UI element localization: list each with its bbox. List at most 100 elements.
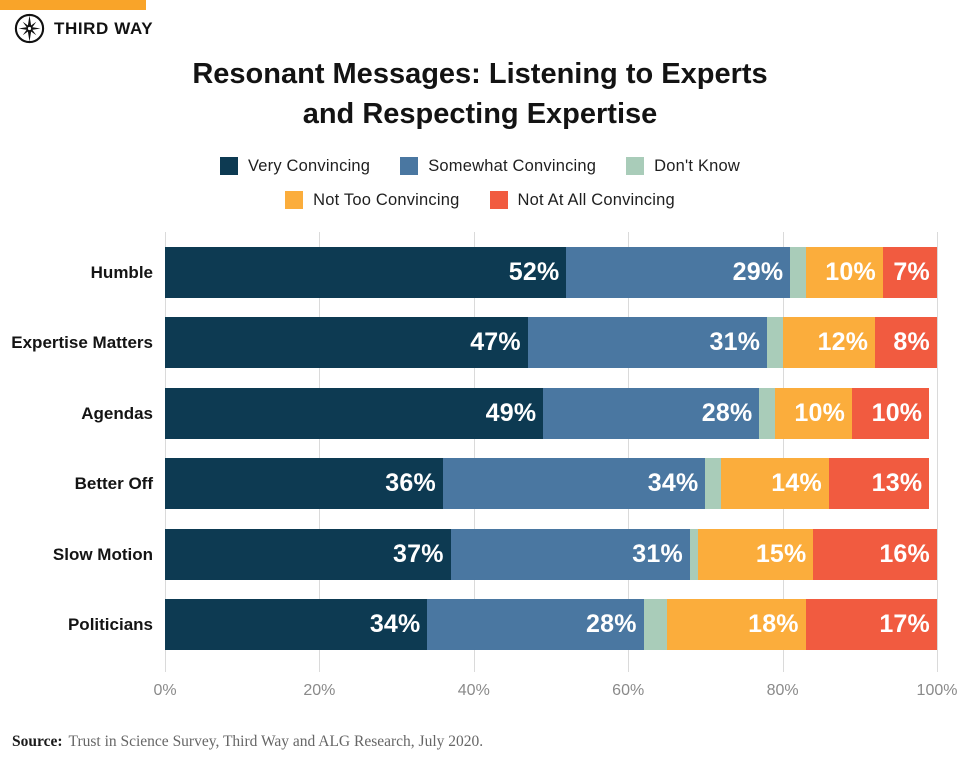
bar-value-label: 36% — [385, 469, 436, 498]
x-tick-label: 60% — [612, 682, 645, 699]
bar-value-label: 31% — [709, 328, 761, 357]
bar-segment: 37% — [165, 528, 451, 580]
bar-row: Slow Motion 37% 31% 15% 16% — [0, 528, 960, 580]
bar-value-label: 34% — [647, 469, 699, 498]
bar-segment: 10% — [774, 387, 853, 439]
bar-row: Humble 52% 29% 10% 7% — [0, 247, 960, 298]
source-note: Source: Trust in Science Survey, Third Wa… — [12, 733, 483, 751]
legend-swatch-icon — [489, 191, 508, 209]
bar-segment: 52% — [165, 247, 567, 298]
bar-value-label: 10% — [825, 258, 876, 286]
bar-segment: 17% — [805, 599, 937, 650]
bar-segment: 34% — [165, 599, 428, 650]
bar-segment: 29% — [566, 247, 791, 298]
bar-segment: 8% — [875, 317, 937, 369]
bar-segment: 31% — [527, 317, 768, 369]
bar-segment — [705, 458, 721, 510]
chart-title-line2: and Respecting Expertise — [302, 98, 658, 130]
bar-value-label: 31% — [632, 539, 683, 568]
gridline — [628, 232, 630, 672]
legend-swatch-icon — [219, 157, 238, 175]
legend-swatch-icon — [626, 157, 645, 175]
legend-swatch-icon — [285, 191, 304, 209]
category-label: Agendas — [81, 403, 153, 423]
bar-value-label: 8% — [893, 328, 930, 357]
legend-swatch-icon — [400, 157, 419, 175]
bar-segment — [767, 317, 783, 369]
bar-value-label: 13% — [871, 469, 923, 498]
source-text: Trust in Science Survey, Third Way and A… — [68, 733, 484, 750]
bar-value-label: 52% — [508, 258, 560, 286]
legend-label: Don't Know — [654, 156, 741, 175]
legend-item: Don't Know — [626, 157, 740, 176]
category-label: Slow Motion — [52, 544, 153, 564]
bar-segment — [759, 387, 775, 439]
bar-value-label: 28% — [701, 398, 753, 427]
brand-text: THIRD WAY — [54, 18, 154, 38]
bar-segment: 36% — [165, 458, 443, 510]
bar-row: Expertise Matters 47% 31% 12% 8% — [0, 317, 960, 369]
bar-segment — [643, 599, 667, 650]
compass-star-icon — [14, 13, 45, 44]
third-way-logo: THIRD WAY — [14, 13, 153, 44]
bar-value-label: 37% — [392, 539, 444, 568]
bar-value-label: 18% — [748, 610, 799, 638]
chart-title-line1: Resonant Messages: Listening to Experts — [192, 58, 768, 90]
category-label: Politicians — [67, 615, 153, 634]
x-tick-label: 0% — [153, 682, 177, 699]
legend-row: Not Too Convincing Not At All Convincing — [0, 187, 960, 213]
legend-item: Not At All Convincing — [489, 191, 675, 210]
bar-value-label: 17% — [879, 610, 930, 638]
legend: Very Convincing Somewhat Convincing Don't … — [0, 153, 960, 221]
bar-value-label: 47% — [470, 328, 521, 357]
legend-label: Not Too Convincing — [313, 190, 460, 209]
gridline — [165, 232, 166, 672]
bar-value-label: 49% — [485, 398, 537, 427]
category-label: Humble — [90, 263, 153, 282]
bar-segment: 18% — [666, 599, 806, 650]
legend-row: Very Convincing Somewhat Convincing Don't … — [0, 153, 960, 179]
gridline — [937, 232, 938, 672]
bar-segment — [689, 528, 698, 580]
bar-value-label: 12% — [817, 328, 869, 357]
chart-title: Resonant Messages: Listening to Experts … — [0, 54, 960, 134]
source-label: Source: — [12, 733, 63, 750]
bar-value-label: 7% — [893, 258, 930, 286]
bar-value-label: 10% — [871, 398, 923, 427]
bar-segment: 16% — [813, 528, 937, 580]
bar-segment: 31% — [450, 528, 690, 580]
top-accent-bar — [0, 0, 146, 10]
legend-item: Somewhat Convincing — [400, 157, 596, 176]
bar-value-label: 16% — [879, 539, 930, 568]
chart-area: 0% 20% 40% 60% 80% 100% Humble 52% 29% 10% 7% Exper… — [0, 232, 960, 702]
bar-segment: 12% — [782, 317, 876, 369]
category-label: Better Off — [74, 474, 153, 494]
bar-row: Agendas 49% 28% 10% 10% — [0, 387, 960, 439]
bar-segment: 34% — [442, 458, 706, 510]
bar-segment: 13% — [828, 458, 930, 510]
bar-segment: 28% — [427, 599, 644, 650]
bar-row: Better Off 36% 34% 14% 13% — [0, 458, 960, 510]
legend-label: Very Convincing — [247, 156, 371, 175]
bar-segment: 15% — [697, 528, 814, 580]
bar-segment: 10% — [805, 247, 883, 298]
bar-segment: 49% — [165, 387, 544, 439]
bar-segment — [790, 247, 806, 298]
legend-label: Somewhat Convincing — [428, 156, 597, 175]
legend-item: Not Too Convincing — [285, 191, 459, 210]
bar-segment: 28% — [543, 387, 760, 439]
bar-value-label: 28% — [585, 610, 637, 638]
gridline — [319, 232, 321, 672]
x-tick-label: 20% — [303, 682, 336, 699]
bar-segment: 14% — [720, 458, 829, 510]
bar-value-label: 29% — [732, 258, 784, 286]
x-tick-label: 100% — [916, 682, 958, 699]
bar-segment: 7% — [882, 247, 937, 298]
bar-segment: 47% — [165, 317, 528, 369]
x-tick-label: 80% — [766, 682, 799, 699]
category-label: Expertise Matters — [11, 333, 153, 353]
bar-value-label: 14% — [771, 469, 822, 498]
gridline — [473, 232, 475, 672]
bar-segment: 10% — [852, 387, 930, 439]
